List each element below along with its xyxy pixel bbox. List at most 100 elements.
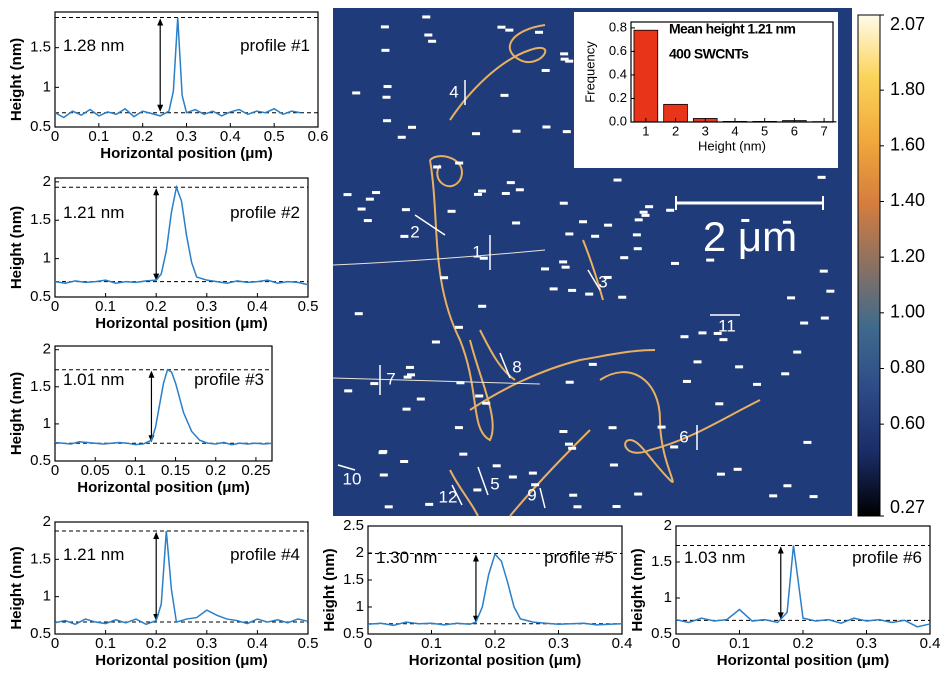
particle	[505, 28, 514, 32]
y-tick-label: 1.5	[343, 571, 364, 588]
x-tick-label: 0.1	[421, 635, 442, 652]
particle	[569, 493, 578, 497]
particle	[512, 221, 521, 225]
particle	[573, 505, 582, 509]
particle	[535, 30, 544, 34]
particle	[735, 365, 744, 369]
x-tick-label: 4	[731, 123, 738, 138]
particle	[568, 446, 577, 450]
particle	[384, 505, 393, 509]
x-tick-label: 0.4	[920, 635, 941, 652]
particle	[407, 373, 416, 377]
colorbar-tick-label: 1.40	[890, 190, 925, 210]
particle	[482, 401, 491, 405]
tube	[429, 155, 463, 188]
tube	[509, 429, 591, 517]
particle	[633, 247, 642, 251]
particle	[666, 208, 675, 212]
particle	[428, 39, 437, 43]
particle	[620, 256, 629, 260]
particle	[579, 220, 588, 224]
particle	[588, 362, 597, 366]
particle	[455, 161, 464, 165]
particle	[531, 483, 540, 487]
x-tick-label: 0	[672, 635, 680, 652]
particle	[473, 488, 482, 492]
x-tick-label: 0	[51, 462, 59, 479]
particle	[604, 223, 613, 227]
profile-annotation: profile #4	[230, 545, 300, 564]
particle	[431, 340, 440, 344]
particle	[560, 52, 569, 56]
x-axis-label: Horizontal position (μm)	[409, 652, 582, 669]
x-tick-label: 0.1	[95, 635, 116, 652]
particle	[682, 379, 691, 383]
particle	[472, 132, 481, 136]
x-tick-label: 0.1	[729, 635, 750, 652]
y-tick-label: 0.5	[30, 625, 51, 642]
height-annotation: 1.21 nm	[63, 545, 124, 564]
profile-label: 11	[718, 316, 736, 335]
particle	[440, 276, 449, 280]
colorbar-tick-label: 1.80	[890, 79, 925, 99]
height-annotation: 1.21 nm	[63, 203, 124, 222]
particle	[612, 505, 621, 509]
x-tick-label: 0.3	[176, 128, 197, 145]
x-tick-label: 0.5	[264, 128, 285, 145]
colorbar-tick-label: 1.00	[890, 302, 925, 322]
profile-annotation: profile #3	[194, 370, 264, 389]
y-tick-label: 2	[43, 341, 51, 358]
inset-background	[574, 12, 838, 168]
particle	[400, 459, 409, 463]
x-tick-label: 0.1	[88, 128, 109, 145]
particle	[560, 57, 569, 61]
particle	[670, 445, 679, 449]
x-axis-label: Horizontal position (μm)	[95, 315, 268, 332]
y-tick-label: 1.5	[30, 550, 51, 567]
x-tick-label: 0.2	[205, 462, 226, 479]
particle	[422, 15, 431, 19]
x-tick-label: 0	[51, 298, 59, 315]
particle	[559, 201, 568, 205]
x-tick-label: 2	[672, 123, 679, 138]
x-tick-label: 0.6	[308, 128, 329, 145]
particle	[719, 338, 728, 342]
profile-label: 9	[527, 485, 536, 504]
x-tick-label: 0.4	[247, 635, 268, 652]
x-tick-label: 0.4	[220, 128, 241, 145]
particle	[459, 452, 468, 456]
colorbar-tick-label: 2.07	[890, 14, 925, 34]
particle	[634, 492, 643, 496]
particle	[561, 265, 570, 269]
particle	[378, 451, 387, 455]
y-axis-label: Height (nm)	[629, 548, 646, 631]
particle	[564, 442, 573, 446]
tube	[332, 249, 546, 266]
plot-frame	[630, 21, 834, 123]
profile-line	[54, 17, 301, 119]
x-tick-label: 0.25	[241, 462, 270, 479]
colorbar-tick-label: 0.60	[890, 413, 925, 433]
profile-label: 7	[386, 369, 395, 388]
particle	[408, 125, 417, 129]
particle	[403, 375, 412, 379]
x-tick-label: 0.15	[161, 462, 190, 479]
particle	[671, 261, 680, 265]
particle	[698, 331, 707, 335]
particle	[603, 275, 612, 279]
particle	[559, 430, 568, 434]
particle	[492, 464, 501, 468]
particle	[402, 407, 411, 411]
profile-label: 1	[472, 242, 481, 261]
particle	[559, 260, 568, 264]
faint-tubes	[332, 249, 546, 385]
particle	[632, 233, 641, 237]
particle	[706, 258, 715, 262]
particle	[562, 130, 571, 134]
x-tick-label: 0.1	[125, 462, 146, 479]
height-annotation: 1.30 nm	[376, 548, 437, 567]
profile-annotation: profile #1	[240, 36, 310, 55]
y-tick-label: 1.5	[30, 378, 51, 395]
particle	[826, 289, 835, 293]
particle	[753, 382, 762, 386]
